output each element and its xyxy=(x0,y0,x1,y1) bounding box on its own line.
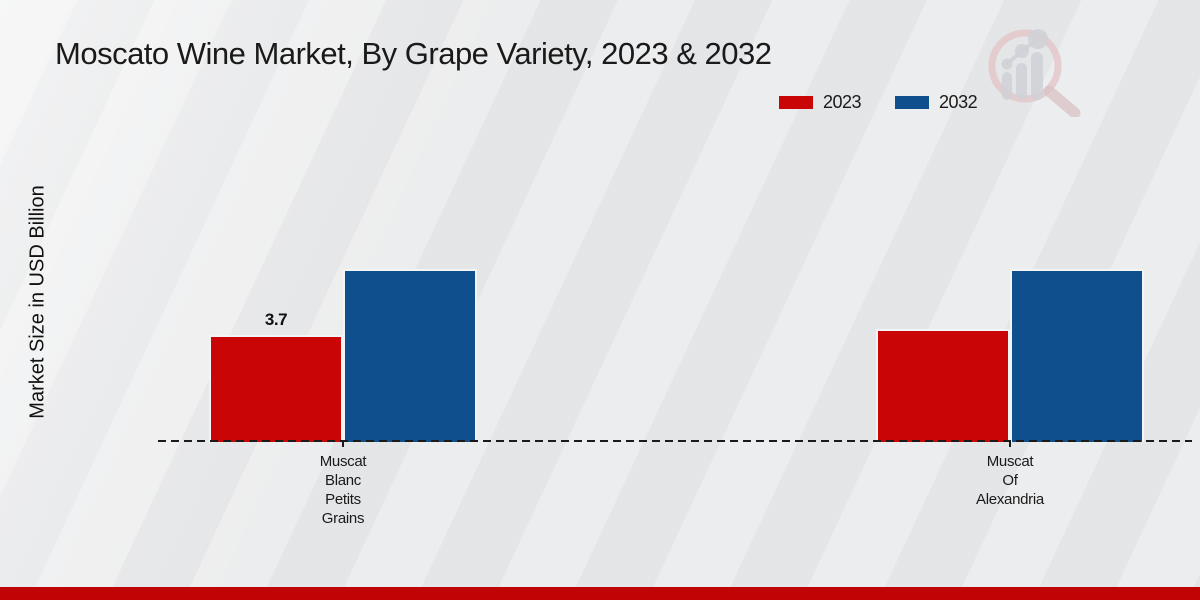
legend-label-2032: 2032 xyxy=(939,92,978,112)
footer-accent-bar xyxy=(0,587,1200,600)
bar-2023-muscat-of-alexandria xyxy=(876,329,1010,442)
chart-title: Moscato Wine Market, By Grape Variety, 2… xyxy=(55,36,772,71)
legend-label-2023: 2023 xyxy=(823,92,862,112)
x-axis-category-label: Muscat Of Alexandria xyxy=(976,453,1044,508)
bar-2023-muscat-blanc-petits-grains xyxy=(209,335,343,442)
bar-2032-muscat-of-alexandria xyxy=(1010,269,1144,442)
legend: 2023 2032 xyxy=(779,92,978,113)
x-axis-baseline xyxy=(158,440,1192,442)
legend-swatch-2023-icon xyxy=(779,96,813,109)
x-axis-tick xyxy=(342,442,344,447)
legend-swatch-2032-icon xyxy=(895,96,930,109)
legend-item-2023: 2023 xyxy=(779,92,862,113)
bar-value-label: 3.7 xyxy=(264,310,288,330)
magnifier-bar-chart-logo-icon xyxy=(988,29,1081,117)
x-axis-tick xyxy=(1009,442,1011,447)
legend-item-2032: 2032 xyxy=(895,92,978,113)
x-axis-category-label: Muscat Blanc Petits Grains xyxy=(319,453,367,527)
bar-2032-muscat-blanc-petits-grains xyxy=(343,269,477,442)
